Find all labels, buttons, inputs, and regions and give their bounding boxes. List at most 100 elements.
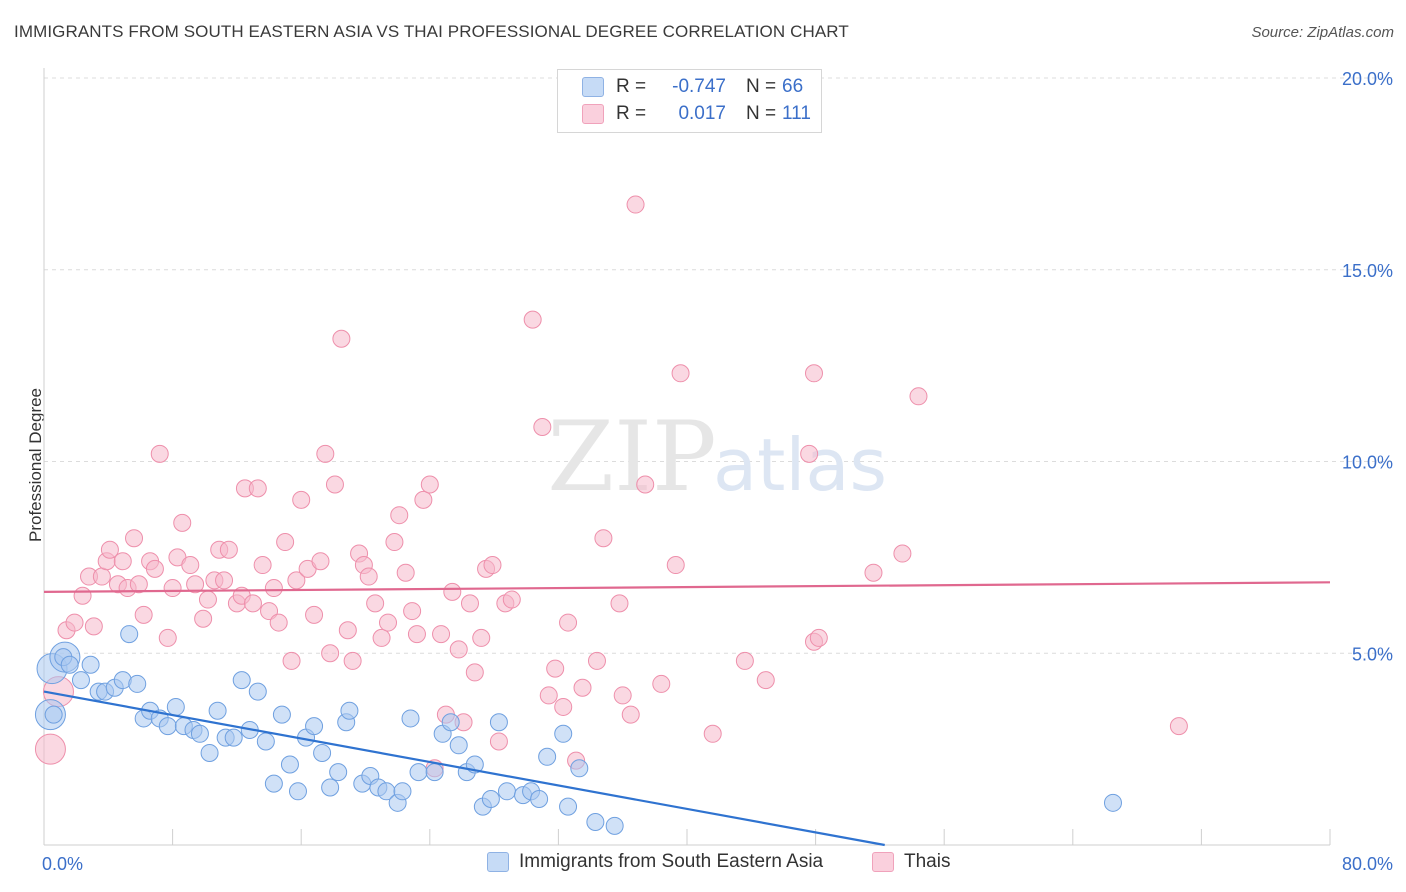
thais-point xyxy=(666,556,685,575)
thais-point xyxy=(502,590,521,609)
thais-point xyxy=(129,575,148,594)
thais-point xyxy=(465,663,484,682)
thais-point xyxy=(125,529,144,548)
sea-point xyxy=(305,717,324,736)
thais-point xyxy=(372,628,391,647)
sea-point xyxy=(586,812,605,831)
thais-point xyxy=(243,594,262,613)
sea-point xyxy=(409,763,428,782)
sea-point xyxy=(60,655,79,674)
thais-point xyxy=(215,571,234,590)
thais-point xyxy=(449,640,468,659)
thais-point xyxy=(864,563,883,582)
thais-point xyxy=(460,594,479,613)
thais-point xyxy=(100,540,119,559)
watermark-zip: ZIP xyxy=(547,401,716,513)
thais-point xyxy=(321,644,340,663)
thais-point xyxy=(194,609,213,628)
thais-point xyxy=(420,475,439,494)
thais-point xyxy=(804,364,823,383)
sea-point xyxy=(449,736,468,755)
thais-point xyxy=(621,705,640,724)
sea-point xyxy=(224,728,243,747)
thais-point xyxy=(65,613,84,632)
thais-point xyxy=(253,556,272,575)
legend-n-label: N = xyxy=(746,76,777,97)
thais-point xyxy=(84,617,103,636)
thais-point xyxy=(158,628,177,647)
thais-point xyxy=(92,567,111,586)
x-tick-label: 80.0% xyxy=(1342,854,1393,874)
legend-label-thais: Thais xyxy=(904,851,951,872)
sea-point xyxy=(425,763,444,782)
thais-point xyxy=(800,444,819,463)
thais-point xyxy=(636,475,655,494)
stats-legend: R = -0.747 N = 66 R = 0.017 N = 111 xyxy=(557,69,822,133)
sea-point xyxy=(1103,793,1122,812)
thais-point xyxy=(587,651,606,670)
sea-point xyxy=(120,625,139,644)
sea-point xyxy=(256,732,275,751)
thais-point xyxy=(613,686,632,705)
legend-swatch-thais xyxy=(872,852,894,872)
thais-point xyxy=(671,364,690,383)
thais-point xyxy=(893,544,912,563)
thais-point xyxy=(173,513,192,532)
thais-point xyxy=(282,651,301,670)
sea-point xyxy=(554,724,573,743)
y-tick-label: 15.0% xyxy=(1342,261,1393,281)
sea-point xyxy=(248,682,267,701)
sea-point xyxy=(441,713,460,732)
thais-point xyxy=(359,567,378,586)
sea-point xyxy=(340,701,359,720)
thais-point xyxy=(809,628,828,647)
thais-point xyxy=(396,563,415,582)
thais-point xyxy=(610,594,629,613)
thais-point xyxy=(34,733,66,765)
grid-lines xyxy=(44,77,1395,654)
thais-trend-line xyxy=(43,581,1331,593)
thais-point xyxy=(652,674,671,693)
thais-point xyxy=(554,697,573,716)
thais-point xyxy=(332,329,351,348)
thais-point xyxy=(379,613,398,632)
thais-point xyxy=(219,540,238,559)
sea-point xyxy=(605,816,624,835)
thais-points xyxy=(34,195,1188,778)
sea-point xyxy=(489,713,508,732)
thais-point xyxy=(483,556,502,575)
thais-point xyxy=(343,651,362,670)
sea-point xyxy=(570,759,589,778)
legend-n-value: 111 xyxy=(782,103,811,124)
thais-point xyxy=(539,686,558,705)
thais-point xyxy=(559,613,578,632)
sea-point xyxy=(321,778,340,797)
thais-point xyxy=(316,444,335,463)
thais-point xyxy=(489,732,508,751)
legend-row-sea: R = -0.747 N = 66 xyxy=(582,74,803,100)
legend-swatch-thais xyxy=(582,104,604,124)
thais-point xyxy=(432,625,451,644)
thais-point xyxy=(546,659,565,678)
thais-point xyxy=(163,579,182,598)
thais-point xyxy=(150,444,169,463)
legend-item-thais: Thais xyxy=(872,851,950,873)
trend-lines xyxy=(43,581,1331,847)
sea-point xyxy=(401,709,420,728)
thais-point xyxy=(145,559,164,578)
sea-point xyxy=(288,782,307,801)
thais-point xyxy=(248,479,267,498)
legend-label-sea: Immigrants from South Eastern Asia xyxy=(519,851,824,872)
thais-point xyxy=(703,724,722,743)
sea-point xyxy=(538,747,557,766)
thais-point xyxy=(325,475,344,494)
legend-n-value: 66 xyxy=(782,76,804,97)
sea-point xyxy=(272,705,291,724)
thais-point xyxy=(287,571,306,590)
sea-point xyxy=(329,763,348,782)
legend-r-label: R = xyxy=(616,76,647,97)
y-tick-label: 10.0% xyxy=(1342,453,1393,473)
sea-point xyxy=(497,782,516,801)
sea-trend-line xyxy=(43,690,885,847)
sea-point xyxy=(128,674,147,693)
